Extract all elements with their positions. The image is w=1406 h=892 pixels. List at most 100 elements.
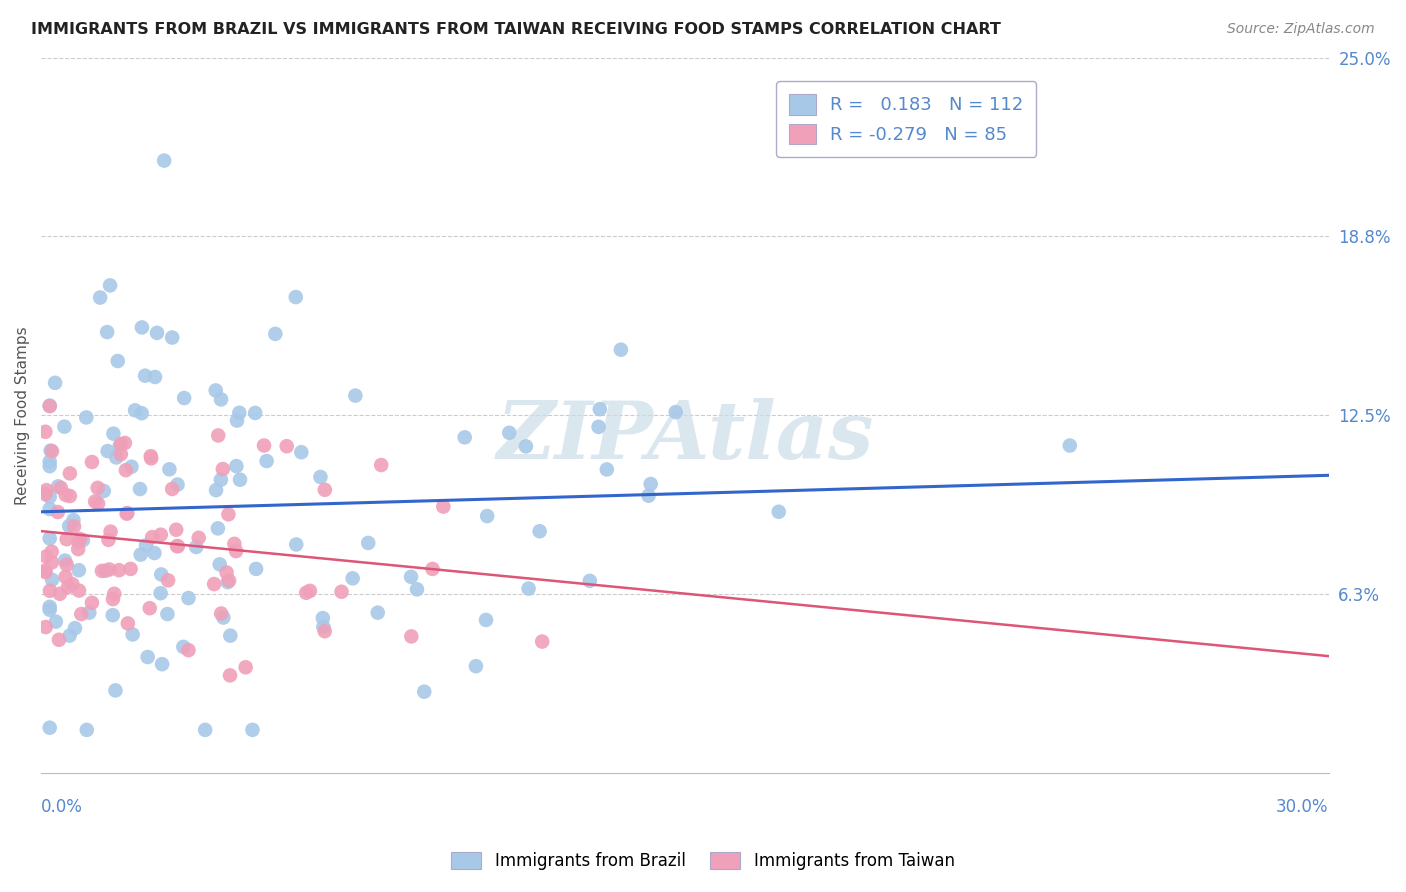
Point xyxy=(217,508,239,522)
Point xyxy=(59,467,82,481)
Point xyxy=(314,624,336,639)
Point xyxy=(67,563,90,577)
Point xyxy=(578,574,600,588)
Point xyxy=(344,388,367,402)
Point xyxy=(165,523,187,537)
Point xyxy=(357,536,380,550)
Point xyxy=(166,539,188,553)
Point xyxy=(157,574,180,588)
Point xyxy=(46,479,69,493)
Text: 0.0%: 0.0% xyxy=(41,798,83,816)
Point xyxy=(207,428,229,442)
Point xyxy=(312,620,335,634)
Point xyxy=(219,629,242,643)
Text: IMMIGRANTS FROM BRAZIL VS IMMIGRANTS FROM TAIWAN RECEIVING FOOD STAMPS CORRELATI: IMMIGRANTS FROM BRAZIL VS IMMIGRANTS FRO… xyxy=(31,22,1001,37)
Point xyxy=(108,439,131,453)
Point xyxy=(67,542,90,557)
Point xyxy=(35,549,58,564)
Point xyxy=(149,586,172,600)
Point xyxy=(212,610,235,624)
Point xyxy=(97,444,120,458)
Point xyxy=(370,458,392,472)
Point xyxy=(56,580,79,594)
Point xyxy=(422,562,444,576)
Point xyxy=(41,444,63,458)
Point xyxy=(101,608,124,623)
Point xyxy=(46,505,69,519)
Point xyxy=(101,592,124,607)
Point xyxy=(80,596,103,610)
Point xyxy=(186,540,208,554)
Point xyxy=(589,402,612,417)
Point xyxy=(98,278,121,293)
Point xyxy=(218,574,240,588)
Point xyxy=(290,445,312,459)
Legend: R =   0.183   N = 112, R = -0.279   N = 85: R = 0.183 N = 112, R = -0.279 N = 85 xyxy=(776,81,1036,157)
Point xyxy=(38,502,60,516)
Point xyxy=(34,564,56,578)
Point xyxy=(38,599,60,614)
Point xyxy=(34,620,56,634)
Point xyxy=(224,537,246,551)
Point xyxy=(55,570,77,584)
Point xyxy=(107,354,129,368)
Point xyxy=(38,603,60,617)
Point xyxy=(217,575,239,590)
Point xyxy=(153,153,176,168)
Point xyxy=(475,613,498,627)
Point xyxy=(59,629,82,643)
Point xyxy=(103,587,125,601)
Point xyxy=(229,473,252,487)
Point xyxy=(245,562,267,576)
Point xyxy=(55,488,77,502)
Point xyxy=(45,615,67,629)
Point xyxy=(48,632,70,647)
Point xyxy=(187,531,209,545)
Point xyxy=(588,420,610,434)
Point xyxy=(55,558,77,572)
Point xyxy=(38,532,60,546)
Point xyxy=(209,607,232,621)
Point xyxy=(96,325,118,339)
Point xyxy=(63,621,86,635)
Point xyxy=(80,455,103,469)
Point xyxy=(84,494,107,508)
Point xyxy=(38,399,60,413)
Point xyxy=(108,563,131,577)
Point xyxy=(202,577,225,591)
Point xyxy=(235,660,257,674)
Point xyxy=(93,483,115,498)
Point xyxy=(150,657,173,672)
Point xyxy=(39,443,62,458)
Point xyxy=(105,450,128,465)
Point xyxy=(87,497,110,511)
Point xyxy=(69,532,91,546)
Point xyxy=(401,629,423,643)
Point xyxy=(67,535,90,549)
Point xyxy=(406,582,429,597)
Point xyxy=(59,489,82,503)
Point xyxy=(219,668,242,682)
Point xyxy=(136,650,159,665)
Point xyxy=(157,462,180,476)
Point xyxy=(104,683,127,698)
Point xyxy=(156,607,179,621)
Point xyxy=(38,399,60,413)
Point xyxy=(110,437,132,451)
Point xyxy=(477,509,499,524)
Point xyxy=(228,406,250,420)
Point xyxy=(129,548,152,562)
Point xyxy=(209,392,232,407)
Point xyxy=(432,500,454,514)
Point xyxy=(637,489,659,503)
Point xyxy=(498,425,520,440)
Point xyxy=(207,521,229,535)
Point xyxy=(295,586,318,600)
Point xyxy=(226,414,249,428)
Point xyxy=(172,640,194,654)
Point xyxy=(97,533,120,547)
Point xyxy=(117,506,139,520)
Point xyxy=(146,326,169,340)
Point xyxy=(173,391,195,405)
Point xyxy=(70,607,93,621)
